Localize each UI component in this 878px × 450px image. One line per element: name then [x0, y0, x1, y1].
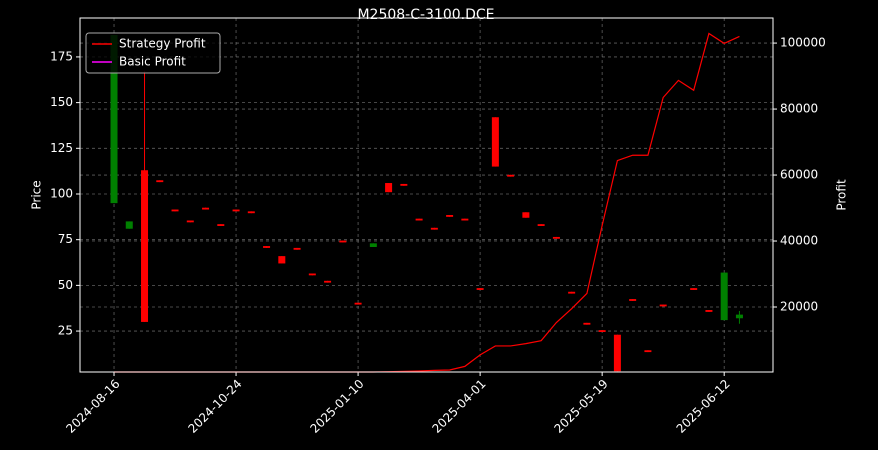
- candle-body: [110, 34, 118, 204]
- candle-body: [690, 288, 698, 290]
- plot-frame: [79, 17, 774, 373]
- candle-body: [552, 236, 560, 239]
- candle-body: [491, 117, 499, 167]
- y-axis-label: Price: [30, 180, 44, 209]
- candle-body: [171, 209, 179, 212]
- candle-body: [522, 212, 530, 218]
- candle-body: [476, 288, 484, 290]
- candle-body: [354, 302, 362, 305]
- candle-body: [385, 183, 393, 193]
- candle-body: [247, 211, 255, 214]
- y2-tick-label: 60000: [780, 168, 818, 182]
- candle-body: [598, 330, 606, 332]
- candle-body: [293, 247, 301, 250]
- candle-body: [537, 224, 545, 226]
- y-tick-label: 75: [58, 232, 73, 246]
- y-tick-label: 175: [50, 49, 73, 63]
- candle-body: [400, 183, 408, 186]
- candle-body: [125, 221, 133, 229]
- candle-body: [629, 299, 637, 301]
- candle-body: [613, 334, 621, 372]
- candle-body: [705, 310, 713, 312]
- candle-body: [308, 273, 316, 276]
- candle-body: [583, 322, 591, 325]
- candle-body: [156, 180, 164, 183]
- candle-body: [324, 280, 332, 283]
- candle-body: [644, 350, 652, 353]
- chart-title: M2508-C-3100.DCE: [357, 7, 494, 23]
- candle-body: [430, 227, 438, 230]
- legend-label: Basic Profit: [119, 55, 186, 69]
- y-tick-label: 50: [58, 278, 73, 292]
- candle-body: [232, 209, 240, 212]
- y-tick-label: 150: [50, 95, 73, 109]
- y-tick-label: 100: [50, 186, 73, 200]
- candle-body: [217, 224, 225, 226]
- y-tick-label: 125: [50, 141, 73, 155]
- candle-body: [278, 256, 286, 264]
- candle-body: [263, 246, 271, 248]
- candle-body: [659, 304, 667, 307]
- y-tick-label: 25: [58, 324, 73, 338]
- y2-tick-label: 40000: [780, 234, 818, 248]
- y2-tick-label: 100000: [780, 36, 826, 50]
- y2-tick-label: 20000: [780, 300, 818, 314]
- candle-body: [141, 170, 149, 322]
- candle-body: [446, 215, 454, 217]
- candle-body: [461, 218, 469, 221]
- candle-body: [339, 240, 347, 243]
- y2-axis-label: Profit: [835, 179, 849, 211]
- candle-body: [369, 243, 377, 247]
- candle-body: [568, 291, 576, 294]
- legend-label: Strategy Profit: [119, 37, 206, 51]
- candle-body: [186, 220, 194, 223]
- y2-tick-label: 80000: [780, 102, 818, 116]
- candle-body: [735, 314, 743, 319]
- candle-body: [202, 207, 210, 210]
- candle-body: [720, 272, 728, 321]
- candle-body: [507, 174, 515, 177]
- candle-body: [415, 218, 423, 221]
- legend-box: [85, 32, 221, 74]
